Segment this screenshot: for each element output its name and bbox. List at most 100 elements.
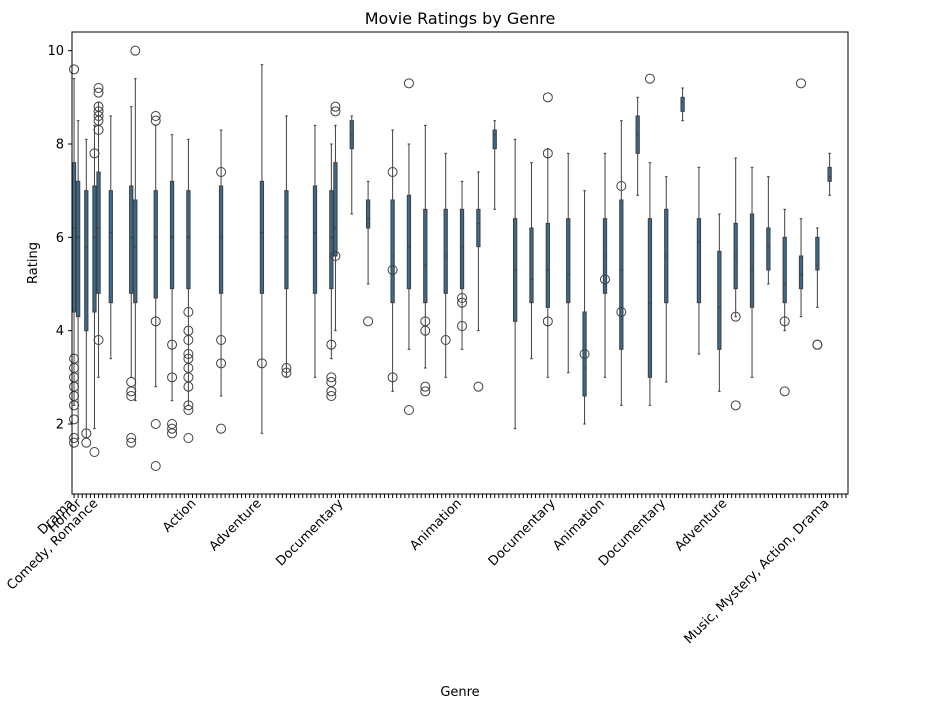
box-flier — [256, 358, 267, 369]
box-91 — [440, 152, 451, 378]
box-iqr — [333, 162, 338, 257]
box-108 — [513, 138, 518, 430]
box-78 — [387, 129, 398, 392]
box-flier — [812, 339, 823, 350]
y-axis-label: Rating — [26, 242, 41, 284]
box-1 — [75, 120, 81, 439]
box-86 — [420, 124, 431, 397]
box-flier — [126, 433, 137, 443]
box-24 — [167, 134, 178, 439]
box-flier — [183, 400, 194, 411]
box-flier — [150, 461, 161, 471]
box-iqr — [390, 199, 395, 304]
box-flier — [69, 64, 80, 75]
box-158 — [717, 213, 722, 392]
box-flier — [579, 349, 590, 359]
box-iqr — [476, 208, 481, 248]
box-flier — [216, 423, 227, 434]
box-125 — [579, 190, 590, 425]
box-flier — [599, 274, 610, 285]
box-flier — [81, 437, 92, 448]
box-flier — [779, 316, 790, 327]
box-36 — [216, 129, 227, 434]
box-flier — [330, 101, 341, 112]
box-flier — [403, 405, 414, 415]
box-72 — [363, 180, 374, 327]
box-flier — [183, 433, 194, 443]
box-flier — [216, 167, 227, 177]
box-138 — [635, 96, 640, 196]
box-iqr — [153, 190, 158, 299]
box-flier — [542, 148, 553, 159]
box-20 — [150, 111, 161, 471]
box-flier — [616, 181, 627, 191]
box-iqr — [129, 185, 134, 294]
box-flier — [473, 381, 484, 392]
box-flier — [644, 73, 655, 84]
box-flier — [93, 335, 104, 345]
box-134 — [616, 120, 627, 406]
box-flier — [93, 125, 104, 135]
box-182 — [812, 227, 823, 350]
box-flier — [457, 321, 468, 331]
box-flier — [730, 400, 741, 411]
plot-content — [69, 45, 832, 471]
box-130 — [599, 152, 610, 378]
box-iqr — [169, 180, 175, 290]
box-flier — [183, 307, 194, 317]
box-flier — [281, 363, 292, 373]
x-axis-ticks — [73, 494, 847, 498]
box-iqr — [619, 199, 624, 350]
box-flier — [363, 316, 374, 327]
box-99 — [473, 171, 484, 392]
y-axis-ticks: 2 4 6 8 10 — [47, 44, 72, 433]
box-flier — [126, 377, 137, 387]
box-52 — [281, 115, 292, 378]
box-flier — [126, 437, 137, 448]
box-flier — [326, 372, 337, 383]
box-iqr — [492, 129, 497, 150]
x-category-label: Animation — [550, 496, 607, 553]
x-category-label: Animation — [407, 496, 464, 553]
box-flier — [150, 111, 161, 121]
box-162 — [730, 157, 741, 411]
box-68 — [349, 115, 354, 215]
box-flier — [387, 167, 398, 177]
box-iqr — [406, 194, 412, 290]
box-15 — [130, 45, 141, 402]
box-flier — [326, 386, 337, 397]
box-flier — [542, 316, 553, 327]
y-tick-label: 2 — [56, 418, 64, 433]
box-153 — [696, 166, 702, 355]
box-flier — [150, 316, 161, 327]
box-59 — [312, 124, 318, 378]
box-flier — [150, 419, 161, 429]
box-185 — [827, 152, 832, 196]
box-flier — [403, 78, 414, 89]
box-iqr — [218, 185, 224, 294]
box-flier — [167, 339, 178, 350]
x-category-label: Adventure — [672, 496, 730, 554]
box-flier — [183, 349, 194, 359]
box-6 — [93, 83, 104, 378]
box-flier — [150, 115, 161, 126]
box-174 — [779, 208, 790, 397]
box-flier — [183, 372, 194, 383]
box-iqr — [443, 208, 448, 294]
box-flier — [167, 423, 178, 434]
box-flier — [440, 335, 451, 345]
box-iqr — [259, 180, 265, 294]
box-flier — [420, 381, 431, 392]
box-iqr — [365, 199, 371, 229]
box-iqr — [582, 311, 587, 397]
box-flier — [183, 405, 194, 415]
box-82 — [403, 78, 414, 415]
box-flier — [420, 386, 431, 397]
box-iqr — [749, 213, 755, 308]
box-flier — [420, 316, 431, 327]
box-iqr — [766, 227, 771, 271]
box-iqr — [75, 180, 81, 318]
box-iqr — [647, 218, 653, 378]
box-iqr — [827, 166, 832, 182]
